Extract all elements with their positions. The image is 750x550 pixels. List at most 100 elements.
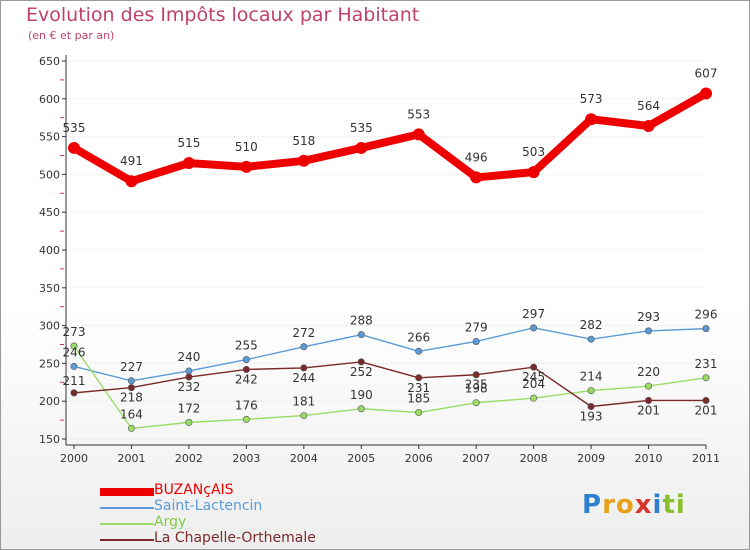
legend-label: La Chapelle-Orthemale [154, 530, 316, 546]
data-label: 198 [465, 382, 488, 396]
x-tick-label: 2005 [347, 452, 375, 465]
data-label: 535 [63, 121, 86, 135]
logo-letter: P [582, 490, 603, 520]
data-point [642, 120, 655, 133]
data-point [587, 335, 595, 343]
data-point [415, 409, 423, 417]
data-label: 220 [637, 365, 660, 379]
data-label: 282 [580, 318, 603, 332]
data-point [125, 175, 138, 188]
data-point [185, 418, 193, 426]
y-tick-label: 250 [39, 357, 60, 370]
data-label: 204 [522, 377, 545, 391]
data-label: 296 [695, 308, 718, 322]
data-point [300, 364, 308, 372]
x-tick-label: 2003 [232, 452, 260, 465]
data-point [527, 166, 540, 179]
data-label: 201 [695, 403, 718, 417]
logo-letter: x [634, 490, 653, 520]
data-point [70, 342, 78, 350]
y-tick-label: 350 [39, 282, 60, 295]
data-point [530, 394, 538, 402]
data-point [185, 367, 193, 375]
data-label: 510 [235, 140, 258, 154]
data-label: 564 [637, 99, 660, 113]
x-tick-label: 2002 [175, 452, 203, 465]
y-tick-label: 650 [39, 55, 60, 68]
data-point [472, 399, 480, 407]
data-label: 185 [407, 392, 430, 406]
data-point [530, 363, 538, 371]
data-point [242, 356, 250, 364]
data-point [70, 362, 78, 370]
y-tick-label: 450 [39, 206, 60, 219]
x-tick-label: 2008 [520, 452, 548, 465]
x-tick-label: 2010 [635, 452, 663, 465]
data-point [70, 389, 78, 397]
series-line-2 [73, 345, 707, 430]
data-point [357, 358, 365, 366]
data-point [470, 171, 483, 184]
logo-letter: i [675, 490, 686, 520]
y-tick-label: 400 [39, 244, 60, 257]
series-line-0 [71, 90, 708, 186]
data-label: 553 [407, 107, 430, 121]
legend-label: Saint-Lactencin [154, 498, 263, 514]
x-tick-label: 2000 [60, 452, 88, 465]
data-point [415, 347, 423, 355]
data-label: 491 [120, 154, 143, 168]
data-point [645, 396, 653, 404]
data-point [357, 331, 365, 339]
y-tick-label: 550 [39, 131, 60, 144]
data-label: 214 [580, 370, 603, 384]
legend-swatch [100, 507, 154, 509]
data-label: 245 [522, 370, 545, 384]
logo-letter: t [662, 490, 676, 520]
data-label: 607 [695, 67, 718, 81]
data-label: 573 [580, 92, 603, 106]
x-tick-label: 2009 [577, 452, 605, 465]
legend-label: Argy [154, 514, 187, 530]
data-label: 252 [350, 365, 373, 379]
data-point [297, 154, 310, 167]
data-label: 255 [235, 339, 258, 353]
data-point [412, 128, 425, 141]
data-point [242, 415, 250, 423]
data-label: 242 [235, 372, 258, 386]
data-label: 246 [63, 345, 86, 359]
data-point [185, 373, 193, 381]
data-label: 266 [407, 330, 430, 344]
data-point [702, 374, 710, 382]
logo-letter: i [652, 490, 663, 520]
data-label: 227 [120, 360, 143, 374]
x-tick-label: 2007 [462, 452, 490, 465]
y-tick-label: 200 [39, 395, 60, 408]
data-point [242, 365, 250, 373]
data-point [240, 160, 253, 173]
data-label: 164 [120, 407, 143, 421]
data-label: 293 [637, 310, 660, 324]
chart-subtitle: (en € et par an) [28, 29, 115, 42]
data-label: 240 [177, 350, 200, 364]
data-label: 496 [465, 150, 488, 164]
x-tick-label: 2004 [290, 452, 318, 465]
data-label: 231 [695, 357, 718, 371]
x-tick-label: 2006 [405, 452, 433, 465]
data-label: 244 [292, 371, 315, 385]
logo-letter: o [615, 490, 635, 520]
series-line-1 [73, 327, 707, 382]
x-tick-label: 2011 [692, 452, 720, 465]
data-label: 218 [120, 391, 143, 405]
chart-title: Evolution des Impôts locaux par Habitant [26, 4, 420, 26]
data-label: 231 [407, 381, 430, 395]
data-label: 515 [177, 136, 200, 150]
data-point [300, 343, 308, 351]
data-point [472, 337, 480, 345]
data-point [700, 87, 712, 100]
data-label: 176 [235, 398, 258, 412]
data-point [127, 384, 135, 392]
y-tick-label: 150 [39, 433, 60, 446]
data-label: 288 [350, 314, 373, 328]
data-point [702, 325, 710, 333]
